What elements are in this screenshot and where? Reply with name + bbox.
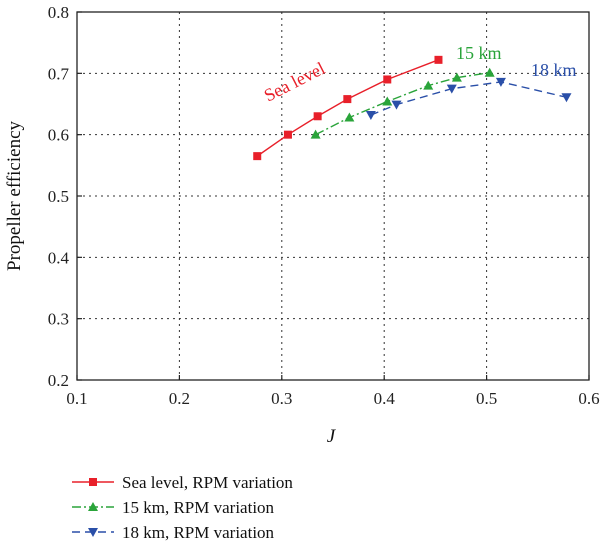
data-point: [365, 111, 376, 121]
annotation-15km: 15 km: [456, 43, 502, 63]
data-point: [434, 55, 443, 64]
series: [253, 55, 572, 161]
x-tick-label: 0.3: [271, 389, 292, 408]
x-tick-label: 0.6: [578, 389, 599, 408]
data-point: [310, 129, 321, 139]
series-line: [256, 59, 439, 157]
legend-marker: [88, 502, 98, 511]
data-point: [344, 112, 355, 122]
legend-label: Sea level, RPM variation: [122, 473, 293, 492]
legend-item-0: Sea level, RPM variation: [72, 473, 293, 492]
y-tick-label: 0.2: [48, 371, 69, 390]
series-2: [365, 77, 572, 121]
data-point: [495, 77, 506, 87]
annotation-sea-level: Sea level: [261, 58, 328, 106]
data-point: [446, 84, 457, 94]
series-0: [253, 55, 443, 161]
data-point: [313, 112, 322, 121]
y-axis-title: Propeller efficiency: [4, 121, 25, 271]
y-tick-label: 0.3: [48, 310, 69, 329]
y-tick-label: 0.5: [48, 187, 69, 206]
legend-item-2: 18 km, RPM variation: [72, 523, 275, 542]
grid: [77, 12, 589, 380]
y-tick-label: 0.7: [48, 64, 70, 83]
y-tick-label: 0.4: [48, 248, 70, 267]
series-annotations: Sea level 15 km 18 km: [261, 43, 577, 106]
x-tick-label: 0.1: [66, 389, 87, 408]
annotation-18km: 18 km: [531, 60, 577, 80]
data-point: [561, 93, 572, 103]
data-point: [423, 80, 434, 90]
ticks: 0.1 0.2 0.3 0.4 0.5 0.60.20.30.40.50.60.70.8: [48, 3, 600, 408]
legend-label: 15 km, RPM variation: [122, 498, 275, 517]
y-tick-label: 0.6: [48, 126, 69, 145]
data-point: [343, 95, 352, 104]
legend-marker: [88, 528, 98, 537]
series-1: [310, 67, 495, 139]
x-tick-label: 0.4: [374, 389, 396, 408]
y-tick-label: 0.8: [48, 3, 69, 22]
legend-label: 18 km, RPM variation: [122, 523, 275, 542]
data-point: [383, 75, 392, 84]
series-line: [315, 72, 490, 136]
data-point: [484, 67, 495, 77]
data-point: [451, 72, 462, 82]
data-point: [382, 96, 393, 106]
data-point: [253, 152, 262, 161]
data-point: [391, 100, 402, 110]
x-tick-label: 0.5: [476, 389, 497, 408]
x-tick-label: 0.2: [169, 389, 190, 408]
legend-item-1: 15 km, RPM variation: [72, 498, 275, 517]
legend: Sea level, RPM variation 15 km, RPM varia…: [72, 473, 293, 542]
legend-marker: [89, 478, 97, 486]
x-axis-title: J: [327, 426, 337, 447]
data-point: [283, 130, 292, 139]
series-line: [370, 81, 567, 116]
plot-frame: [76, 11, 590, 381]
